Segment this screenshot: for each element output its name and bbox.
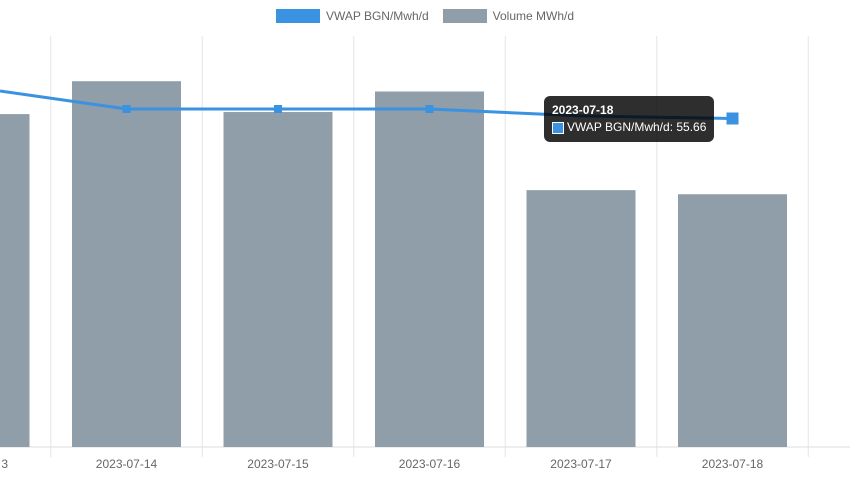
bar-volume[interactable] [375, 91, 484, 448]
point-vwap[interactable] [425, 105, 434, 113]
chart-legend: VWAP BGN/Mwh/d Volume MWh/d [0, 6, 850, 26]
bar-volume[interactable] [72, 81, 181, 448]
x-tick-label: 2023-07-14 [96, 457, 158, 471]
legend-item-volume[interactable]: Volume MWh/d [442, 9, 575, 23]
point-vwap[interactable] [122, 105, 131, 113]
x-tick-label: 2023-07-16 [399, 457, 461, 471]
legend-label-volume: Volume MWh/d [492, 9, 575, 23]
bar-volume[interactable] [526, 190, 636, 447]
x-tick-label: 3 [1, 457, 8, 471]
tooltip-title: 2023-07-18 [552, 103, 614, 117]
point-vwap[interactable] [726, 112, 739, 125]
bar-volume[interactable] [223, 112, 333, 447]
legend-swatch-volume [442, 9, 487, 23]
tooltip-swatch [552, 121, 564, 134]
bar-volume[interactable] [0, 114, 30, 447]
x-tick-label: 2023-07-18 [702, 457, 764, 471]
legend-swatch-vwap [275, 9, 320, 23]
legend-label-vwap: VWAP BGN/Mwh/d [325, 9, 429, 23]
legend-item-vwap[interactable]: VWAP BGN/Mwh/d [275, 9, 429, 23]
x-tick-label: 2023-07-17 [550, 457, 612, 471]
point-vwap[interactable] [274, 105, 282, 113]
chart-tooltip: 2023-07-18 VWAP BGN/Mwh/d: 55.66 [544, 96, 715, 142]
x-tick-label: 2023-07-15 [247, 457, 309, 471]
tooltip-value: VWAP BGN/Mwh/d: 55.66 [567, 120, 707, 134]
bar-volume[interactable] [678, 194, 787, 447]
